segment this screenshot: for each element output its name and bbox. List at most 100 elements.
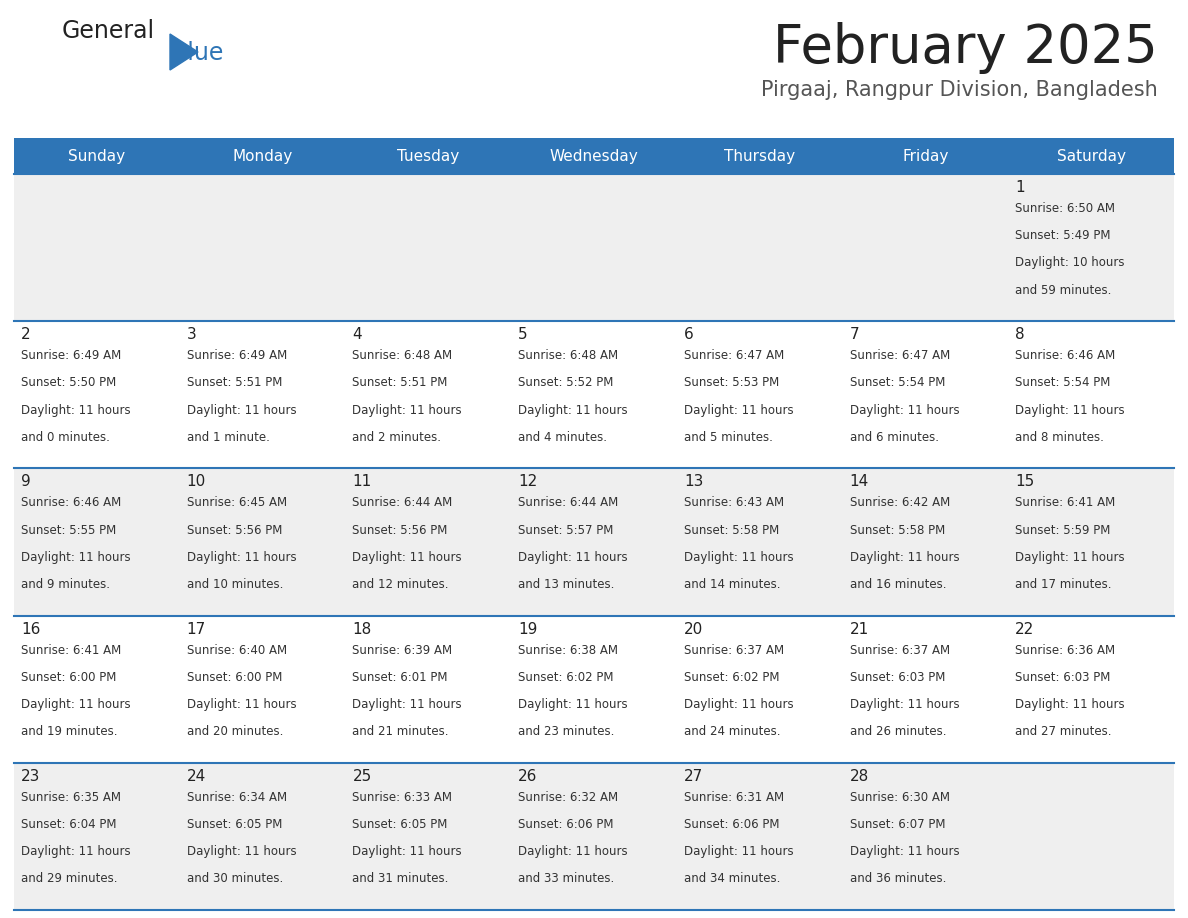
Text: 14: 14 [849,475,868,489]
Text: Sunrise: 6:48 AM: Sunrise: 6:48 AM [518,349,618,363]
Text: Sunrise: 6:30 AM: Sunrise: 6:30 AM [849,790,949,804]
Bar [14,321,1174,468]
Text: Sunrise: 6:35 AM: Sunrise: 6:35 AM [21,790,121,804]
Text: Sunset: 6:00 PM: Sunset: 6:00 PM [187,671,282,684]
Text: Sunset: 5:56 PM: Sunset: 5:56 PM [187,523,282,537]
Text: Sunrise: 6:47 AM: Sunrise: 6:47 AM [684,349,784,363]
Text: Sunrise: 6:50 AM: Sunrise: 6:50 AM [1016,202,1116,215]
Text: Sunrise: 6:36 AM: Sunrise: 6:36 AM [1016,644,1116,656]
Text: Daylight: 11 hours: Daylight: 11 hours [849,698,959,711]
Text: Sunrise: 6:46 AM: Sunrise: 6:46 AM [21,497,121,509]
Text: 24: 24 [187,768,206,784]
Text: Sunset: 6:03 PM: Sunset: 6:03 PM [849,671,944,684]
Text: and 4 minutes.: and 4 minutes. [518,431,607,444]
Text: Daylight: 11 hours: Daylight: 11 hours [518,551,627,564]
Text: and 59 minutes.: and 59 minutes. [1016,284,1112,297]
Text: General: General [62,19,156,43]
Bar [511,138,677,174]
Text: Daylight: 11 hours: Daylight: 11 hours [849,845,959,858]
Text: 23: 23 [21,768,40,784]
Bar [346,138,511,174]
Text: Sunrise: 6:48 AM: Sunrise: 6:48 AM [353,349,453,363]
Text: 17: 17 [187,621,206,636]
Text: Sunset: 6:02 PM: Sunset: 6:02 PM [684,671,779,684]
Text: Daylight: 11 hours: Daylight: 11 hours [1016,551,1125,564]
Text: 20: 20 [684,621,703,636]
Text: Sunrise: 6:45 AM: Sunrise: 6:45 AM [187,497,286,509]
Text: Sunrise: 6:41 AM: Sunrise: 6:41 AM [1016,497,1116,509]
Text: Sunset: 5:54 PM: Sunset: 5:54 PM [849,376,944,389]
Text: Wednesday: Wednesday [550,149,638,163]
Text: Sunset: 6:00 PM: Sunset: 6:00 PM [21,671,116,684]
Text: and 16 minutes.: and 16 minutes. [849,578,946,591]
Text: Sunset: 5:53 PM: Sunset: 5:53 PM [684,376,779,389]
Text: 21: 21 [849,621,868,636]
Text: Sunset: 6:06 PM: Sunset: 6:06 PM [684,818,779,831]
Text: 13: 13 [684,475,703,489]
Text: Monday: Monday [233,149,292,163]
Text: and 27 minutes.: and 27 minutes. [1016,725,1112,738]
Text: Sunset: 6:07 PM: Sunset: 6:07 PM [849,818,946,831]
Text: and 29 minutes.: and 29 minutes. [21,872,118,886]
Text: 25: 25 [353,768,372,784]
Text: Sunset: 6:05 PM: Sunset: 6:05 PM [187,818,282,831]
Text: Pirgaaj, Rangpur Division, Bangladesh: Pirgaaj, Rangpur Division, Bangladesh [762,80,1158,100]
Text: and 23 minutes.: and 23 minutes. [518,725,614,738]
Text: 7: 7 [849,327,859,342]
Text: Daylight: 11 hours: Daylight: 11 hours [21,698,131,711]
Text: Sunset: 6:03 PM: Sunset: 6:03 PM [1016,671,1111,684]
Text: Sunrise: 6:37 AM: Sunrise: 6:37 AM [849,644,949,656]
Text: and 34 minutes.: and 34 minutes. [684,872,781,886]
Text: Thursday: Thursday [725,149,795,163]
Text: Sunrise: 6:44 AM: Sunrise: 6:44 AM [353,497,453,509]
Text: Sunset: 5:58 PM: Sunset: 5:58 PM [849,523,944,537]
Text: 26: 26 [518,768,537,784]
Text: and 14 minutes.: and 14 minutes. [684,578,781,591]
Text: 8: 8 [1016,327,1025,342]
Bar [14,763,1174,910]
Text: Daylight: 11 hours: Daylight: 11 hours [1016,404,1125,417]
Text: and 8 minutes.: and 8 minutes. [1016,431,1104,444]
Text: February 2025: February 2025 [773,22,1158,74]
Text: and 21 minutes.: and 21 minutes. [353,725,449,738]
Text: Daylight: 11 hours: Daylight: 11 hours [684,845,794,858]
Text: Sunset: 5:54 PM: Sunset: 5:54 PM [1016,376,1111,389]
Text: Daylight: 11 hours: Daylight: 11 hours [21,404,131,417]
Text: 27: 27 [684,768,703,784]
Bar [14,616,1174,763]
Text: Sunset: 5:51 PM: Sunset: 5:51 PM [187,376,282,389]
Text: and 9 minutes.: and 9 minutes. [21,578,110,591]
Text: Sunset: 5:49 PM: Sunset: 5:49 PM [1016,230,1111,242]
Text: 19: 19 [518,621,537,636]
Text: and 33 minutes.: and 33 minutes. [518,872,614,886]
Text: 2: 2 [21,327,31,342]
Text: Daylight: 11 hours: Daylight: 11 hours [518,698,627,711]
Text: Daylight: 11 hours: Daylight: 11 hours [518,845,627,858]
Text: Sunset: 6:05 PM: Sunset: 6:05 PM [353,818,448,831]
Text: Daylight: 11 hours: Daylight: 11 hours [187,551,296,564]
Text: Sunrise: 6:41 AM: Sunrise: 6:41 AM [21,644,121,656]
Text: Sunset: 6:01 PM: Sunset: 6:01 PM [353,671,448,684]
Text: Sunset: 5:56 PM: Sunset: 5:56 PM [353,523,448,537]
Text: Sunrise: 6:32 AM: Sunrise: 6:32 AM [518,790,618,804]
Text: Tuesday: Tuesday [397,149,460,163]
Text: Sunrise: 6:34 AM: Sunrise: 6:34 AM [187,790,286,804]
Text: Daylight: 11 hours: Daylight: 11 hours [21,845,131,858]
Text: Daylight: 11 hours: Daylight: 11 hours [187,845,296,858]
Text: Sunset: 5:55 PM: Sunset: 5:55 PM [21,523,116,537]
Text: Daylight: 11 hours: Daylight: 11 hours [1016,698,1125,711]
Text: Daylight: 11 hours: Daylight: 11 hours [518,404,627,417]
Text: 4: 4 [353,327,362,342]
Text: Daylight: 11 hours: Daylight: 11 hours [849,404,959,417]
Text: and 31 minutes.: and 31 minutes. [353,872,449,886]
Text: Daylight: 11 hours: Daylight: 11 hours [684,404,794,417]
Text: Sunrise: 6:47 AM: Sunrise: 6:47 AM [849,349,950,363]
Text: and 20 minutes.: and 20 minutes. [187,725,283,738]
Text: and 10 minutes.: and 10 minutes. [187,578,283,591]
Text: and 1 minute.: and 1 minute. [187,431,270,444]
Text: and 26 minutes.: and 26 minutes. [849,725,946,738]
Text: Sunset: 6:06 PM: Sunset: 6:06 PM [518,818,614,831]
Text: Sunset: 5:52 PM: Sunset: 5:52 PM [518,376,613,389]
Text: Sunrise: 6:49 AM: Sunrise: 6:49 AM [21,349,121,363]
Text: Sunrise: 6:38 AM: Sunrise: 6:38 AM [518,644,618,656]
